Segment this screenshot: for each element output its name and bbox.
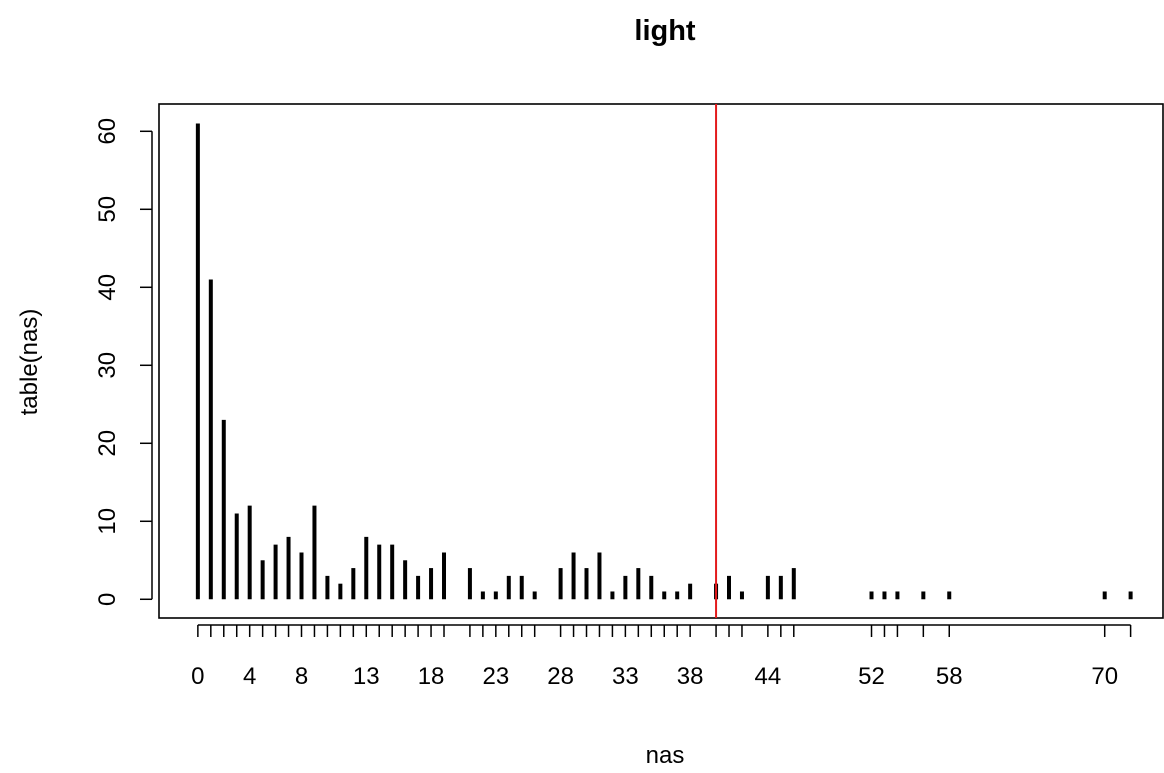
x-tick-label: 38 xyxy=(677,663,704,690)
x-tick-label: 44 xyxy=(755,663,782,690)
x-tick-label: 28 xyxy=(547,663,574,690)
y-tick-label: 30 xyxy=(94,352,121,379)
x-tick-label: 13 xyxy=(353,663,380,690)
y-axis-label: table(nas) xyxy=(16,309,43,416)
plot-frame xyxy=(158,103,1164,619)
y-tick-label: 60 xyxy=(94,118,121,145)
x-tick-label: 0 xyxy=(191,663,204,690)
x-axis: 0 4 8 13 18 23 28 33 38 44 52 58 70 xyxy=(191,624,1132,690)
x-tick-label: 33 xyxy=(612,663,639,690)
y-tick-label: 0 xyxy=(94,593,121,606)
bars-group xyxy=(195,123,1133,600)
x-tick-label: 70 xyxy=(1091,663,1118,690)
x-tick-label: 4 xyxy=(243,663,256,690)
x-tick-label: 52 xyxy=(858,663,885,690)
y-tick-label: 50 xyxy=(94,196,121,223)
x-tick-label: 18 xyxy=(418,663,445,690)
y-axis: 0 10 20 30 40 50 60 xyxy=(94,118,153,606)
x-tick-label: 58 xyxy=(936,663,963,690)
y-tick-label: 40 xyxy=(94,274,121,301)
x-axis-label: nas xyxy=(646,742,685,769)
x-tick-label: 23 xyxy=(482,663,509,690)
y-tick-label: 10 xyxy=(94,508,121,535)
x-tick-label: 8 xyxy=(295,663,308,690)
chart-title: light xyxy=(634,15,696,47)
y-tick-label: 20 xyxy=(94,430,121,457)
